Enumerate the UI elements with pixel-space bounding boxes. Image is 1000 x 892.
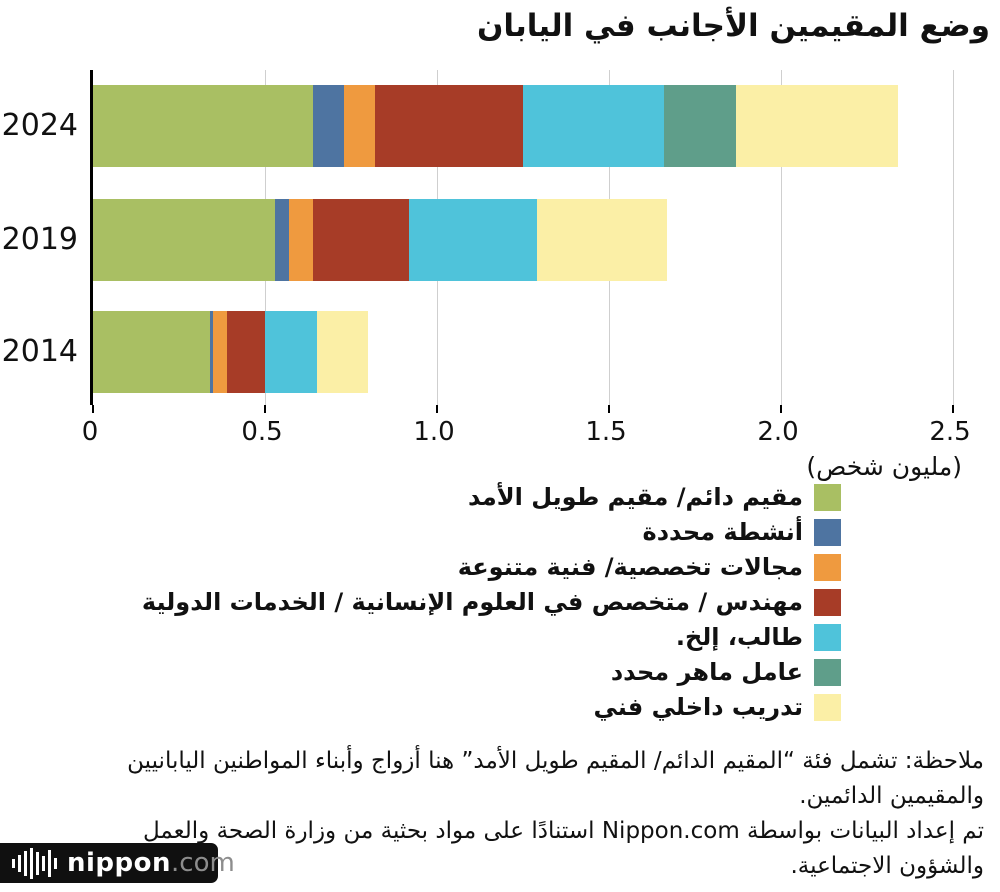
legend-swatch [814, 623, 841, 651]
bar-segment [313, 85, 345, 167]
x-axis-tick [608, 405, 610, 413]
y-axis-label-2024: 2024 [1, 108, 78, 143]
legend-label: طالب، إلخ. [675, 623, 803, 651]
bar-segment [522, 85, 664, 167]
legend-label: مقيم دائم/ مقيم طويل الأمد [468, 483, 803, 511]
chart-legend: مقيم دائم/ مقيم طويل الأمد أنشطة محددة مجا… [142, 483, 841, 728]
soundbars-icon [12, 847, 57, 879]
bar-segment [213, 311, 228, 393]
legend-swatch [814, 693, 841, 721]
bar-segment [264, 311, 317, 393]
bar-row-2019 [93, 199, 668, 281]
legend-label: مهندس / متخصص في العلوم الإنسانية / الخد… [141, 588, 803, 616]
bar-segment [409, 199, 537, 281]
gridline [781, 70, 782, 405]
x-axis-tick [436, 405, 438, 413]
x-axis-tick [92, 405, 94, 413]
bar-segment [93, 311, 210, 393]
x-axis-tick-label: 2.0 [757, 417, 799, 447]
nippon-logo: nippon .com [0, 843, 235, 883]
bar-segment [93, 85, 314, 167]
legend-label: تدريب داخلي فني [593, 693, 803, 721]
legend-swatch [814, 588, 841, 616]
logo-name: nippon [67, 848, 172, 878]
bar-segment [289, 199, 314, 281]
legend-item: طالب، إلخ. [142, 623, 841, 651]
bar-row-2014 [93, 311, 369, 393]
y-axis-label-2014: 2014 [1, 334, 78, 369]
legend-label: مجالات تخصصية/ فنية متنوعة [457, 553, 803, 581]
bar-segment [664, 85, 737, 167]
bar-segment [375, 85, 523, 167]
bar-segment [227, 311, 265, 393]
legend-swatch [814, 518, 841, 546]
logo-domain: .com [171, 848, 235, 878]
bar-segment [313, 199, 410, 281]
legend-item: عامل ماهر محدد [142, 658, 841, 686]
y-axis-label-2019: 2019 [1, 222, 78, 257]
x-axis-unit-label: (مليون شخص) [806, 452, 962, 481]
legend-item: أنشطة محددة [142, 518, 841, 546]
legend-swatch [814, 483, 841, 511]
x-axis-tick [952, 405, 954, 413]
legend-swatch [814, 553, 841, 581]
x-axis-tick-label: 0.5 [241, 417, 283, 447]
bar-segment [344, 85, 376, 167]
gridline [953, 70, 954, 405]
chart-title: وضع المقيمين الأجانب في اليابان [476, 8, 990, 44]
legend-label: أنشطة محددة [642, 518, 803, 546]
x-axis-tick [264, 405, 266, 413]
note-data-source: تم إعداد البيانات بواسطة Nippon.com استن… [142, 817, 984, 879]
bar-segment [736, 85, 898, 167]
plot-area [90, 70, 954, 413]
legend-item: مقيم دائم/ مقيم طويل الأمد [142, 483, 841, 511]
legend-item: تدريب داخلي فني [142, 693, 841, 721]
legend-swatch [814, 658, 841, 686]
note-source-category: ملاحظة: تشمل فئة “المقيم الدائم/ المقيم … [127, 748, 984, 809]
chart-notes: ملاحظة: تشمل فئة “المقيم الدائم/ المقيم … [68, 744, 984, 884]
legend-label: عامل ماهر محدد [610, 658, 803, 686]
legend-item: مجالات تخصصية/ فنية متنوعة [142, 553, 841, 581]
x-axis-tick [780, 405, 782, 413]
x-axis-tick-label: 2.5 [929, 417, 971, 447]
bar-segment [275, 199, 290, 281]
bar-segment [209, 311, 214, 393]
bar-segment [316, 311, 369, 393]
x-axis-tick-label: 0 [81, 417, 99, 447]
bar-segment [536, 199, 668, 281]
legend-item: مهندس / متخصص في العلوم الإنسانية / الخد… [142, 588, 841, 616]
bar-segment [93, 199, 276, 281]
bar-row-2024 [93, 85, 898, 167]
x-axis-tick-label: 1.5 [585, 417, 627, 447]
x-axis-tick-label: 1.0 [413, 417, 455, 447]
x-axis-tick-labels: 0 0.5 1.0 1.5 2.0 2.5 [82, 417, 971, 451]
